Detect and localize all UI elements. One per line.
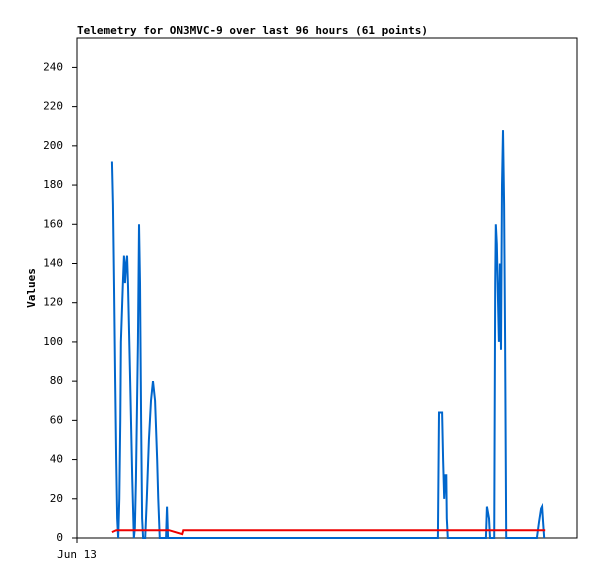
y-tick-label: 80: [50, 374, 63, 387]
y-tick-label: 120: [43, 296, 63, 309]
y-tick-label: 180: [43, 178, 63, 191]
series-line: [111, 529, 546, 536]
y-tick-label: 240: [43, 60, 63, 73]
y-tick-label: 140: [43, 256, 63, 269]
y-tick-label: 40: [50, 453, 63, 466]
y-tick-label: 220: [43, 100, 63, 113]
y-tick-label: 0: [56, 531, 63, 544]
chart-title: Telemetry for ON3MVC-9 over last 96 hour…: [77, 24, 428, 37]
y-axis-label: Values: [25, 268, 38, 308]
y-tick-label: 60: [50, 413, 63, 426]
x-tick-label: Jun 13: [57, 548, 97, 561]
y-tick-label: 100: [43, 335, 63, 348]
y-tick-label: 200: [43, 139, 63, 152]
y-tick-label: 20: [50, 492, 63, 505]
series-line: [110, 130, 546, 539]
y-tick-label: 160: [43, 217, 63, 230]
